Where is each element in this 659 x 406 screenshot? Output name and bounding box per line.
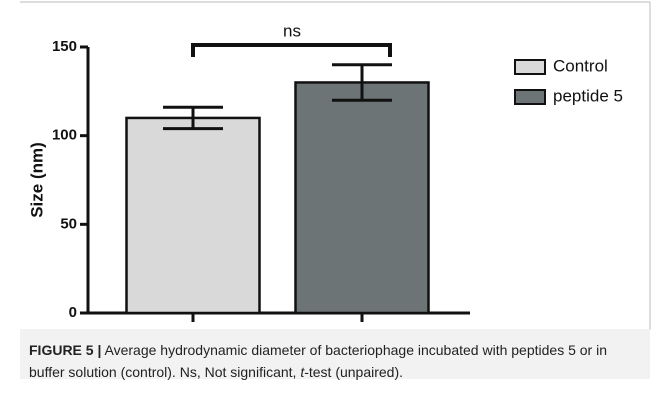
bar — [125, 116, 261, 315]
caption-text: t — [300, 364, 305, 380]
y-tick-label: 150 — [52, 38, 77, 55]
legend-swatch — [514, 89, 546, 105]
legend-label: peptide 5 — [553, 86, 623, 105]
error-bar — [163, 105, 223, 131]
significance-label: ns — [283, 21, 301, 40]
legend-label: Control — [553, 56, 608, 75]
y-axis-label: Size (nm) — [27, 142, 46, 218]
caption-label: FIGURE 5 | — [29, 342, 102, 358]
legend-swatch — [514, 59, 546, 75]
error-bar — [332, 63, 392, 102]
y-tick-label: 100 — [52, 127, 77, 144]
chart: Size (nm) ns 0 50 100 150 Control peptide 5 — [20, 1, 651, 330]
figure-caption: FIGURE 5 | Average hydrodynamic diameter… — [20, 329, 650, 380]
significance-bracket — [191, 43, 392, 57]
y-tick-label: 50 — [60, 215, 77, 232]
caption-text: Average hydrodynamic diameter of bacteri… — [29, 342, 607, 380]
bar — [294, 81, 430, 315]
y-tick-label: 0 — [69, 304, 77, 321]
caption-text: -test (unpaired). — [304, 364, 404, 380]
